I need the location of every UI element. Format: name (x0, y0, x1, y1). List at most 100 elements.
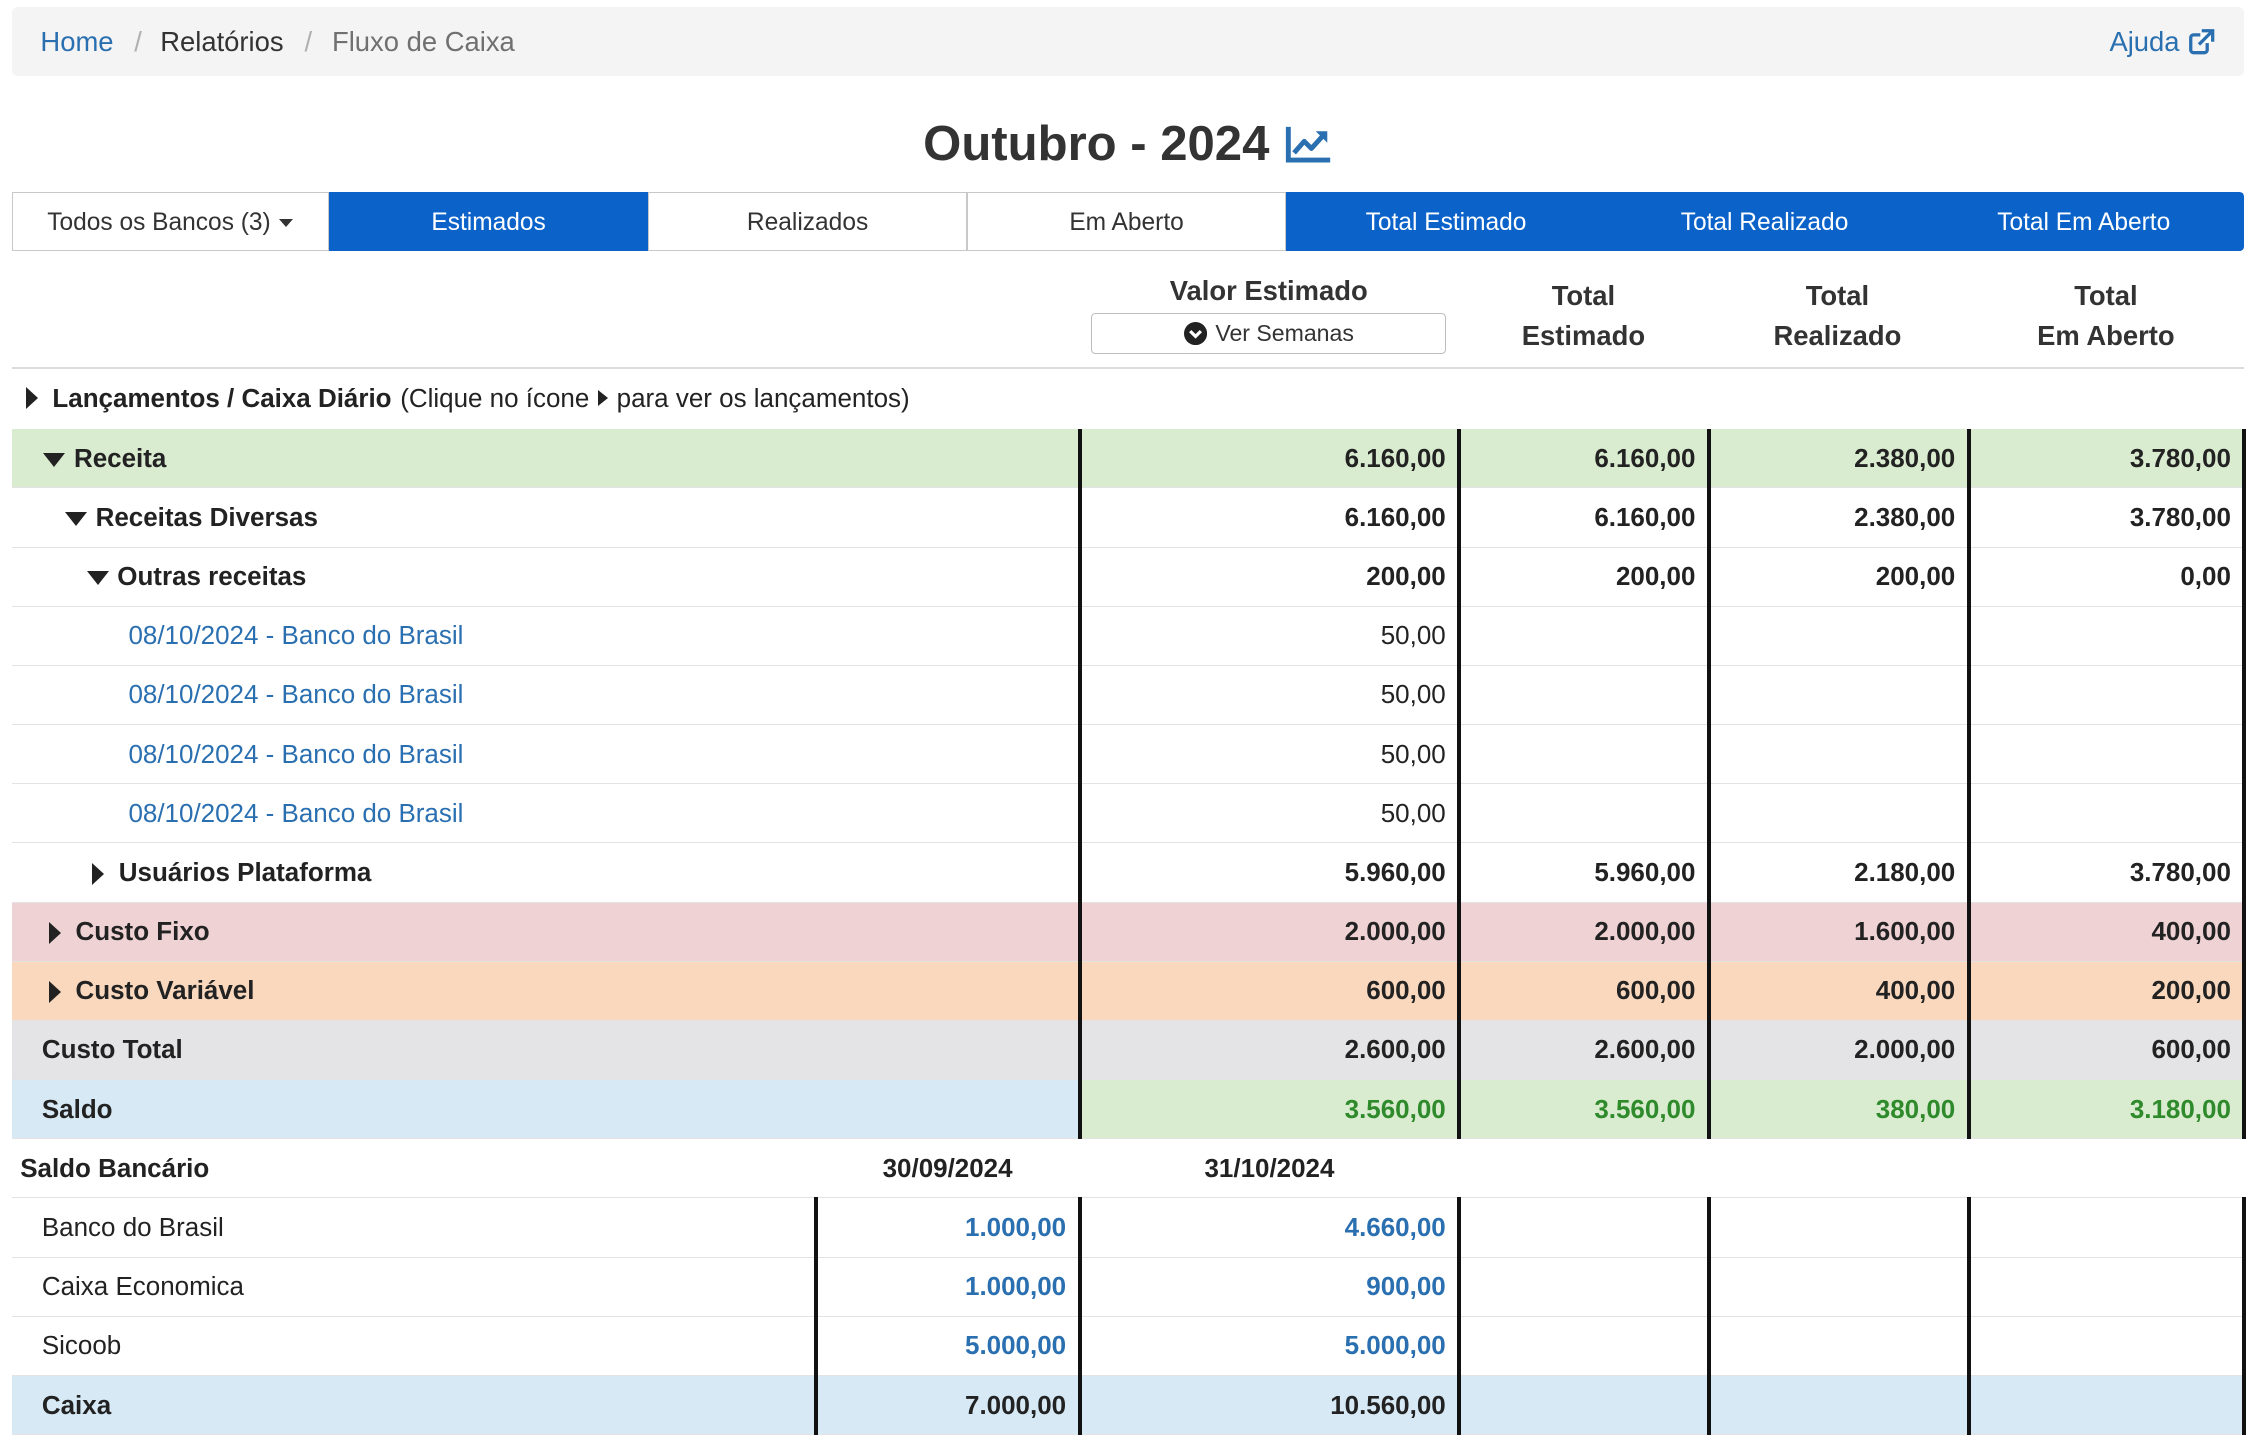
caret-down-icon[interactable] (64, 512, 87, 526)
bank-name: Sicoob (11, 1316, 816, 1376)
title-row: Outubro - 2024 (0, 113, 2256, 177)
bank-row: Banco do Brasil 1.000,00 4.660,00 (11, 1197, 2247, 1258)
cell-total-realizado: 380,00 (1706, 1079, 1969, 1140)
cell-empty (1457, 1375, 1709, 1436)
bank-balance-start[interactable]: 1.000,00 (813, 1257, 1080, 1317)
column-valor-estimado: Valor Estimado (1169, 275, 1368, 307)
table-row-custo-total: Custo Total 2.600,00 2.600,00 2.000,00 6… (11, 1020, 2247, 1081)
tab-total-realizado[interactable]: Total Realizado (1605, 191, 1925, 252)
cell-total-realizado: 200,00 (1706, 547, 1969, 607)
cell-total-estimado: 2.600,00 (1457, 1020, 1709, 1081)
cell-valor-estimado: 2.600,00 (1077, 1020, 1460, 1081)
cell-total-em-aberto: 3.180,00 (1966, 1079, 2247, 1140)
trend-chart-icon[interactable] (1284, 124, 1333, 164)
breadcrumb-reports-link[interactable]: Relatórios (160, 25, 284, 57)
bank-balance-start[interactable]: 5.000,00 (813, 1316, 1080, 1376)
cell-valor-estimado: 50,00 (1077, 606, 1460, 666)
cell-total-em-aberto: 0,00 (1966, 547, 2247, 607)
cell-total-em-aberto: 600,00 (1966, 1020, 2247, 1081)
caret-right-icon[interactable] (49, 981, 62, 1004)
table-row-entry: 08/10/2024 - Banco do Brasil 50,00 (11, 665, 2247, 726)
cell-empty (1706, 1257, 1969, 1317)
cell-empty (1966, 1316, 2247, 1376)
tab-em-aberto[interactable]: Em Aberto (967, 191, 1287, 252)
cell-total-estimado: 2.000,00 (1457, 902, 1709, 962)
breadcrumb-home-link[interactable]: Home (40, 25, 114, 57)
cell-total-estimado: 6.160,00 (1457, 428, 1709, 489)
cell-valor-estimado: 2.000,00 (1077, 902, 1460, 962)
ver-semanas-button[interactable]: Ver Semanas (1091, 313, 1447, 354)
cell-total-estimado: 5.960,00 (1457, 842, 1709, 903)
breadcrumb-separator: / (304, 25, 313, 57)
breadcrumb: Home / Relatórios / Fluxo de Caixa Ajuda (11, 7, 2245, 77)
cell-total-em-aberto: 3.780,00 (1966, 487, 2247, 548)
tab-total-em-aberto[interactable]: Total Em Aberto (1924, 191, 2245, 252)
row-label: Usuários Plataforma (118, 856, 372, 887)
table-row-custo-variavel[interactable]: Custo Variável 600,00 600,00 400,00 200,… (11, 961, 2247, 1021)
caret-down-icon (279, 219, 294, 227)
entry-link[interactable]: 08/10/2024 - Banco do Brasil (11, 724, 1080, 785)
table-row-entry: 08/10/2024 - Banco do Brasil 50,00 (11, 606, 2247, 666)
table-row-outras-receitas[interactable]: Outras receitas 200,00 200,00 200,00 0,0… (11, 547, 2247, 607)
cash-flow-table: Receita 6.160,00 6.160,00 2.380,00 3.780… (11, 428, 2247, 1436)
cell-empty (1706, 783, 1969, 844)
cell-empty (1457, 1316, 1709, 1376)
tab-total-estimado[interactable]: Total Estimado (1286, 191, 1606, 252)
cell-empty (1457, 783, 1709, 844)
cell-valor-estimado: 200,00 (1077, 547, 1460, 607)
row-label: Custo Variável (75, 975, 255, 1006)
cell-empty (1708, 1138, 1969, 1199)
cell-empty (1968, 1138, 2245, 1199)
breadcrumb-separator: / (134, 25, 142, 57)
caret-down-icon[interactable] (86, 571, 109, 585)
external-link-icon (2189, 29, 2215, 55)
help-link[interactable]: Ajuda (2109, 26, 2215, 58)
row-label-cell: Usuários Plataforma (11, 842, 1080, 903)
bank-name: Banco do Brasil (11, 1197, 816, 1258)
column-header-line: Total (1551, 279, 1616, 311)
entry-link[interactable]: 08/10/2024 - Banco do Brasil (11, 606, 1080, 666)
ver-semanas-label: Ver Semanas (1215, 319, 1354, 346)
tab-realizados[interactable]: Realizados (648, 191, 968, 252)
entry-link[interactable]: 08/10/2024 - Banco do Brasil (11, 783, 1080, 844)
bank-balance-start[interactable]: 1.000,00 (813, 1197, 1080, 1258)
bank-balance-end[interactable]: 4.660,00 (1077, 1197, 1460, 1258)
cell-valor-estimado: 50,00 (1077, 724, 1460, 785)
section-hint: para ver os lançamentos) (616, 383, 910, 414)
table-row-saldo: Saldo 3.560,00 3.560,00 380,00 3.180,00 (11, 1079, 2247, 1140)
bank-balance-end[interactable]: 5.000,00 (1077, 1316, 1460, 1376)
cell-total-em-aberto: 3.780,00 (1966, 428, 2247, 489)
table-row-receita[interactable]: Receita 6.160,00 6.160,00 2.380,00 3.780… (11, 428, 2247, 489)
row-label: Receita (73, 442, 167, 473)
cell-valor-estimado: 50,00 (1077, 665, 1460, 726)
cell-empty (1706, 606, 1969, 666)
section-hint: (Clique no ícone (400, 383, 590, 414)
bank-date-end: 31/10/2024 (1079, 1138, 1460, 1199)
table-row-custo-fixo[interactable]: Custo Fixo 2.000,00 2.000,00 1.600,00 40… (11, 902, 2247, 962)
caret-right-icon[interactable] (92, 863, 105, 886)
caret-right-icon[interactable] (25, 387, 39, 410)
cell-total-estimado: 3.560,00 (1457, 1079, 1709, 1140)
cell-empty (1459, 1138, 1709, 1199)
cell-empty (1457, 665, 1709, 726)
bank-balance-header: Saldo Bancário 30/09/2024 31/10/2024 (11, 1138, 2245, 1199)
caret-right-icon[interactable] (49, 922, 62, 945)
bank-filter-dropdown[interactable]: Todos os Bancos (3) (11, 191, 330, 252)
caret-down-icon[interactable] (43, 452, 66, 467)
entry-link[interactable]: 08/10/2024 - Banco do Brasil (11, 665, 1080, 726)
cell-valor-estimado: 6.160,00 (1077, 428, 1460, 489)
row-label-cell: Receitas Diversas (11, 487, 1080, 548)
section-title: Lançamentos / Caixa Diário (52, 383, 392, 414)
bank-balance-end[interactable]: 900,00 (1077, 1257, 1460, 1317)
table-row-usuarios-plataforma[interactable]: Usuários Plataforma 5.960,00 5.960,00 2.… (11, 842, 2247, 903)
cell-total-realizado: 2.380,00 (1706, 428, 1969, 489)
cell-empty (1966, 1375, 2247, 1436)
chevron-circle-down-icon (1183, 321, 1207, 345)
page-title: Outubro - 2024 (923, 117, 1270, 172)
cell-total-em-aberto: 3.780,00 (1966, 842, 2247, 903)
tab-estimados[interactable]: Estimados (329, 191, 649, 252)
cell-valor-estimado: 50,00 (1077, 783, 1460, 844)
table-row-entry: 08/10/2024 - Banco do Brasil 50,00 (11, 724, 2247, 785)
table-row-receitas-diversas[interactable]: Receitas Diversas 6.160,00 6.160,00 2.38… (11, 487, 2247, 548)
row-label: Custo Total (11, 1020, 1080, 1081)
